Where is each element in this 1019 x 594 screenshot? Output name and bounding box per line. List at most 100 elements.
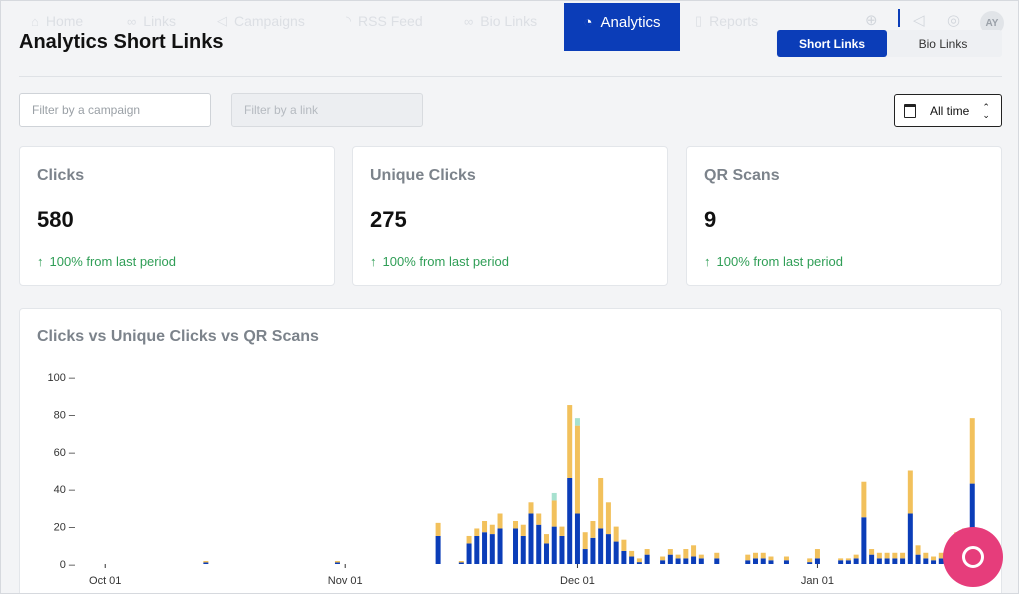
link-filter-input[interactable]: Filter by a link	[231, 93, 423, 127]
megaphone-icon[interactable]: ◁	[913, 12, 925, 29]
date-range-select[interactable]: All time ⌃ ⌄	[894, 94, 1002, 127]
y-tick-label: 40 –	[54, 484, 76, 496]
bar-clicks	[582, 532, 588, 550]
bar-unique-clicks	[474, 535, 480, 564]
x-tick-label: Jan 01	[801, 575, 834, 587]
bar-unique-clicks	[629, 556, 635, 564]
y-tick-label: 100 –	[47, 372, 75, 384]
header-divider	[19, 76, 1002, 77]
bar-unique-clicks	[574, 513, 580, 564]
bar-unique-clicks	[551, 526, 557, 564]
bar-clicks	[783, 556, 789, 561]
y-tick-label: 0 –	[60, 559, 76, 571]
bar-clicks	[814, 549, 820, 559]
bar-clicks	[915, 545, 921, 555]
bar-clicks	[714, 552, 720, 559]
calendar-icon	[904, 103, 916, 118]
bar-unique-clicks	[435, 535, 441, 564]
arrow-up-icon: ↑	[370, 254, 377, 269]
nav-campaigns-label: Campaigns	[234, 13, 305, 29]
bar-unique-clicks	[969, 483, 975, 564]
stat-trend-text: 100% from last period	[716, 254, 843, 269]
stat-value: 9	[704, 207, 717, 232]
nav-bio-links[interactable]: ∞ Bio Links	[464, 13, 537, 29]
page-title: Analytics Short Links	[19, 31, 224, 53]
bar-unique-clicks	[613, 541, 619, 564]
bar-clicks	[629, 550, 635, 557]
bar-clicks	[520, 524, 526, 536]
nav-analytics[interactable]: ◔ Analytics	[564, 3, 680, 51]
bar-qr-scans	[551, 492, 557, 501]
megaphone-icon: ◁	[217, 13, 227, 28]
stat-trend-text: 100% from last period	[49, 254, 176, 269]
bio-links-button[interactable]: Bio Links	[918, 36, 968, 51]
nav-home-label: Home	[45, 13, 84, 29]
stat-value: 580	[37, 207, 74, 232]
nav-campaigns[interactable]: ◁ Campaigns	[217, 13, 305, 29]
stat-trend-text: 100% from last period	[382, 254, 509, 269]
bar-clicks	[753, 552, 758, 559]
bar-unique-clicks	[745, 560, 751, 564]
bar-unique-clicks	[520, 535, 526, 564]
bar-clicks	[768, 556, 774, 561]
x-tick-label: Dec 01	[560, 575, 595, 587]
bar-unique-clicks	[698, 558, 704, 564]
nav-links-label: Links	[143, 13, 176, 29]
bar-clicks	[838, 558, 844, 561]
camera-icon[interactable]: ◎	[947, 12, 961, 29]
bar-unique-clicks	[691, 556, 697, 564]
short-links-button[interactable]: Short Links	[777, 30, 887, 57]
bar-clicks	[644, 549, 650, 555]
bar-clicks	[543, 534, 549, 544]
nav-rss-feed[interactable]: ◝ RSS Feed	[346, 13, 423, 29]
bar-unique-clicks	[660, 560, 666, 564]
campaign-filter-input[interactable]: Filter by a campaign	[19, 93, 211, 127]
bar-unique-clicks	[884, 558, 890, 564]
nav-reports[interactable]: ▯ Reports	[695, 13, 758, 29]
bar-clicks	[900, 552, 906, 559]
stat-trend: ↑ 100% from last period	[37, 254, 176, 269]
bar-unique-clicks	[753, 558, 758, 564]
bar-unique-clicks	[543, 543, 549, 564]
arrow-up-icon: ↑	[704, 254, 711, 269]
x-tick-label: Oct 01	[89, 575, 121, 587]
bar-unique-clicks	[900, 558, 906, 564]
date-range-label: All time	[930, 103, 970, 118]
bar-clicks	[203, 561, 209, 563]
chevron-up-down-icon: ⌃ ⌄	[982, 101, 990, 120]
stat-label: QR Scans	[704, 167, 780, 184]
bar-clicks	[876, 552, 882, 559]
bar-unique-clicks	[845, 560, 851, 564]
clicks-chart: 0 – 20 – 40 – 60 – 80 – 100 – Oct 01 Nov 01 Dec …	[47, 372, 975, 587]
bar-unique-clicks	[667, 554, 673, 564]
nav-links[interactable]: ∞ Links	[127, 13, 176, 29]
bar-unique-clicks	[528, 513, 534, 564]
bar-unique-clicks	[861, 517, 867, 564]
bar-unique-clicks	[714, 558, 720, 564]
bar-unique-clicks	[621, 550, 627, 564]
document-icon: ▯	[695, 13, 703, 28]
bar-clicks	[938, 552, 944, 559]
nav-analytics-label: Analytics	[600, 14, 661, 31]
link-icon: ∞	[127, 13, 137, 29]
add-icon[interactable]: ⊕	[865, 12, 878, 29]
bar-unique-clicks	[567, 477, 573, 564]
clicks-chart-card: Clicks vs Unique Clicks vs QR Scans 0 – 2…	[19, 308, 1002, 593]
bar-unique-clicks	[675, 558, 681, 564]
bar-clicks	[551, 500, 557, 527]
bar-unique-clicks	[931, 560, 937, 564]
bar-clicks	[969, 418, 975, 484]
bar-clicks	[907, 470, 913, 514]
bar-unique-clicks	[838, 560, 844, 564]
bar-unique-clicks	[938, 558, 944, 564]
home-icon: ⌂	[31, 13, 39, 29]
nav-home[interactable]: ⌂ Home	[31, 13, 83, 29]
stat-card-clicks: Clicks 580 ↑ 100% from last period	[19, 146, 335, 286]
help-chat-button[interactable]	[943, 527, 1003, 587]
stat-card-unique-clicks: Unique Clicks 275 ↑ 100% from last period	[352, 146, 668, 286]
rss-icon: ◝	[346, 13, 352, 28]
bar-unique-clicks	[482, 532, 488, 564]
bar-unique-clicks	[536, 524, 542, 564]
bar-clicks	[567, 405, 573, 478]
bar-clicks	[698, 554, 704, 559]
